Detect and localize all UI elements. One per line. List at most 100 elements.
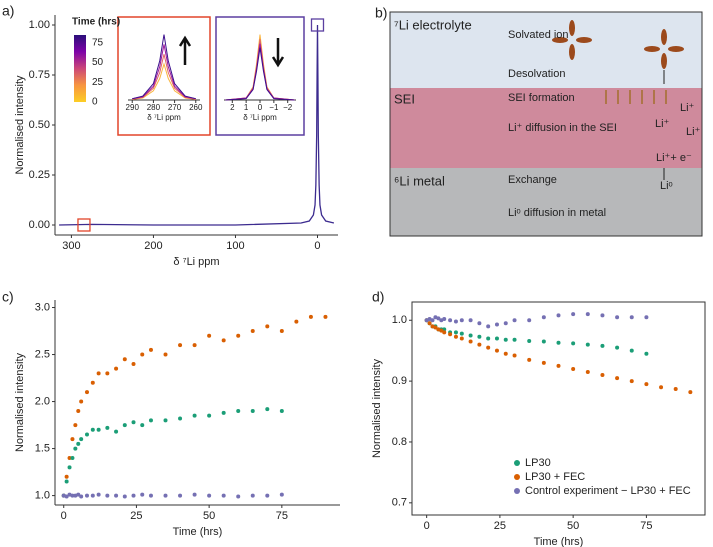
y-tick-label: 3.0	[35, 301, 50, 313]
point	[250, 493, 255, 498]
panel-label: c)	[2, 289, 14, 305]
legend-label: Control experiment − LP30 + FEC	[525, 485, 691, 497]
x-tick-label: 1	[244, 103, 249, 112]
point	[427, 321, 432, 326]
x-tick-label: 0	[258, 103, 263, 112]
point	[73, 446, 78, 451]
y-tick-label: 2.5	[35, 348, 50, 360]
point	[503, 337, 508, 342]
point	[178, 416, 183, 421]
point	[486, 345, 491, 350]
point	[148, 347, 153, 352]
x-tick-label: 2	[230, 103, 235, 112]
point	[503, 321, 508, 326]
point	[178, 343, 183, 348]
point	[114, 366, 119, 371]
point	[192, 413, 197, 418]
point	[629, 379, 634, 384]
point	[76, 492, 81, 497]
point	[659, 385, 664, 390]
x-axis-title: Time (hrs)	[173, 526, 223, 538]
point	[64, 494, 69, 499]
y-tick-label: 1.0	[35, 490, 50, 502]
point	[600, 343, 605, 348]
point	[494, 322, 499, 327]
point	[79, 437, 84, 442]
panel-label: a)	[2, 3, 14, 19]
point	[439, 328, 444, 333]
legend-label: LP30 + FEC	[525, 471, 585, 483]
point	[236, 494, 241, 499]
point	[644, 351, 649, 356]
point	[64, 479, 69, 484]
series-line	[132, 62, 196, 100]
point	[96, 492, 101, 497]
point	[600, 313, 605, 318]
ion-label: Li⁺+ e⁻	[656, 152, 692, 164]
point	[571, 366, 576, 371]
y-tick-label: 1.00	[29, 19, 50, 31]
x-axis-title: δ ⁷Li ppm	[243, 113, 277, 122]
y-tick-label: 0.25	[29, 169, 50, 181]
metal-layer	[390, 168, 702, 236]
x-axis-title: Time (hrs)	[534, 536, 584, 547]
point	[453, 330, 458, 335]
point	[512, 337, 517, 342]
x-tick-label: −1	[269, 103, 279, 112]
point	[122, 423, 127, 428]
series-line	[59, 24, 335, 226]
y-tick-label: 0.75	[29, 69, 50, 81]
point	[436, 316, 441, 321]
y-axis-title: Normalised intensity	[14, 352, 26, 452]
point	[494, 348, 499, 353]
point	[64, 474, 69, 479]
point	[477, 342, 482, 347]
point	[459, 331, 464, 336]
point	[673, 387, 678, 392]
point	[163, 352, 168, 357]
point	[486, 336, 491, 341]
point	[541, 360, 546, 365]
colorbar-title: Time (hrs)	[72, 17, 120, 28]
point	[527, 338, 532, 343]
point	[163, 418, 168, 423]
x-tick-label: −2	[283, 103, 293, 112]
point	[433, 325, 438, 330]
colorbar-tick-label: 50	[92, 57, 104, 68]
point	[122, 494, 127, 499]
point	[207, 333, 212, 338]
x-tick-label: 290	[126, 103, 140, 112]
series-line	[225, 47, 295, 101]
trend-arrow	[178, 35, 192, 65]
point	[644, 382, 649, 387]
point	[527, 357, 532, 362]
point	[468, 333, 473, 338]
x-tick-label: 100	[226, 240, 244, 252]
point	[503, 351, 508, 356]
process-label: Exchange	[508, 174, 557, 186]
point	[279, 329, 284, 334]
point	[459, 318, 464, 323]
x-tick-label: 0	[61, 510, 67, 522]
ion-label: Li⁺	[680, 102, 695, 114]
point	[192, 343, 197, 348]
point	[90, 427, 95, 432]
ion-icon	[552, 20, 684, 69]
x-tick-label: 0	[314, 240, 320, 252]
y-tick-label: 0.7	[392, 497, 407, 509]
y-tick-label: 0.50	[29, 119, 50, 131]
point	[494, 336, 499, 341]
point	[265, 324, 270, 329]
zoom-box	[310, 18, 325, 32]
point	[79, 494, 84, 499]
point	[600, 373, 605, 378]
point	[644, 315, 649, 320]
point	[585, 369, 590, 374]
point	[571, 341, 576, 346]
point	[105, 371, 110, 376]
point	[250, 408, 255, 413]
point	[629, 348, 634, 353]
point	[73, 423, 78, 428]
point	[192, 492, 197, 497]
